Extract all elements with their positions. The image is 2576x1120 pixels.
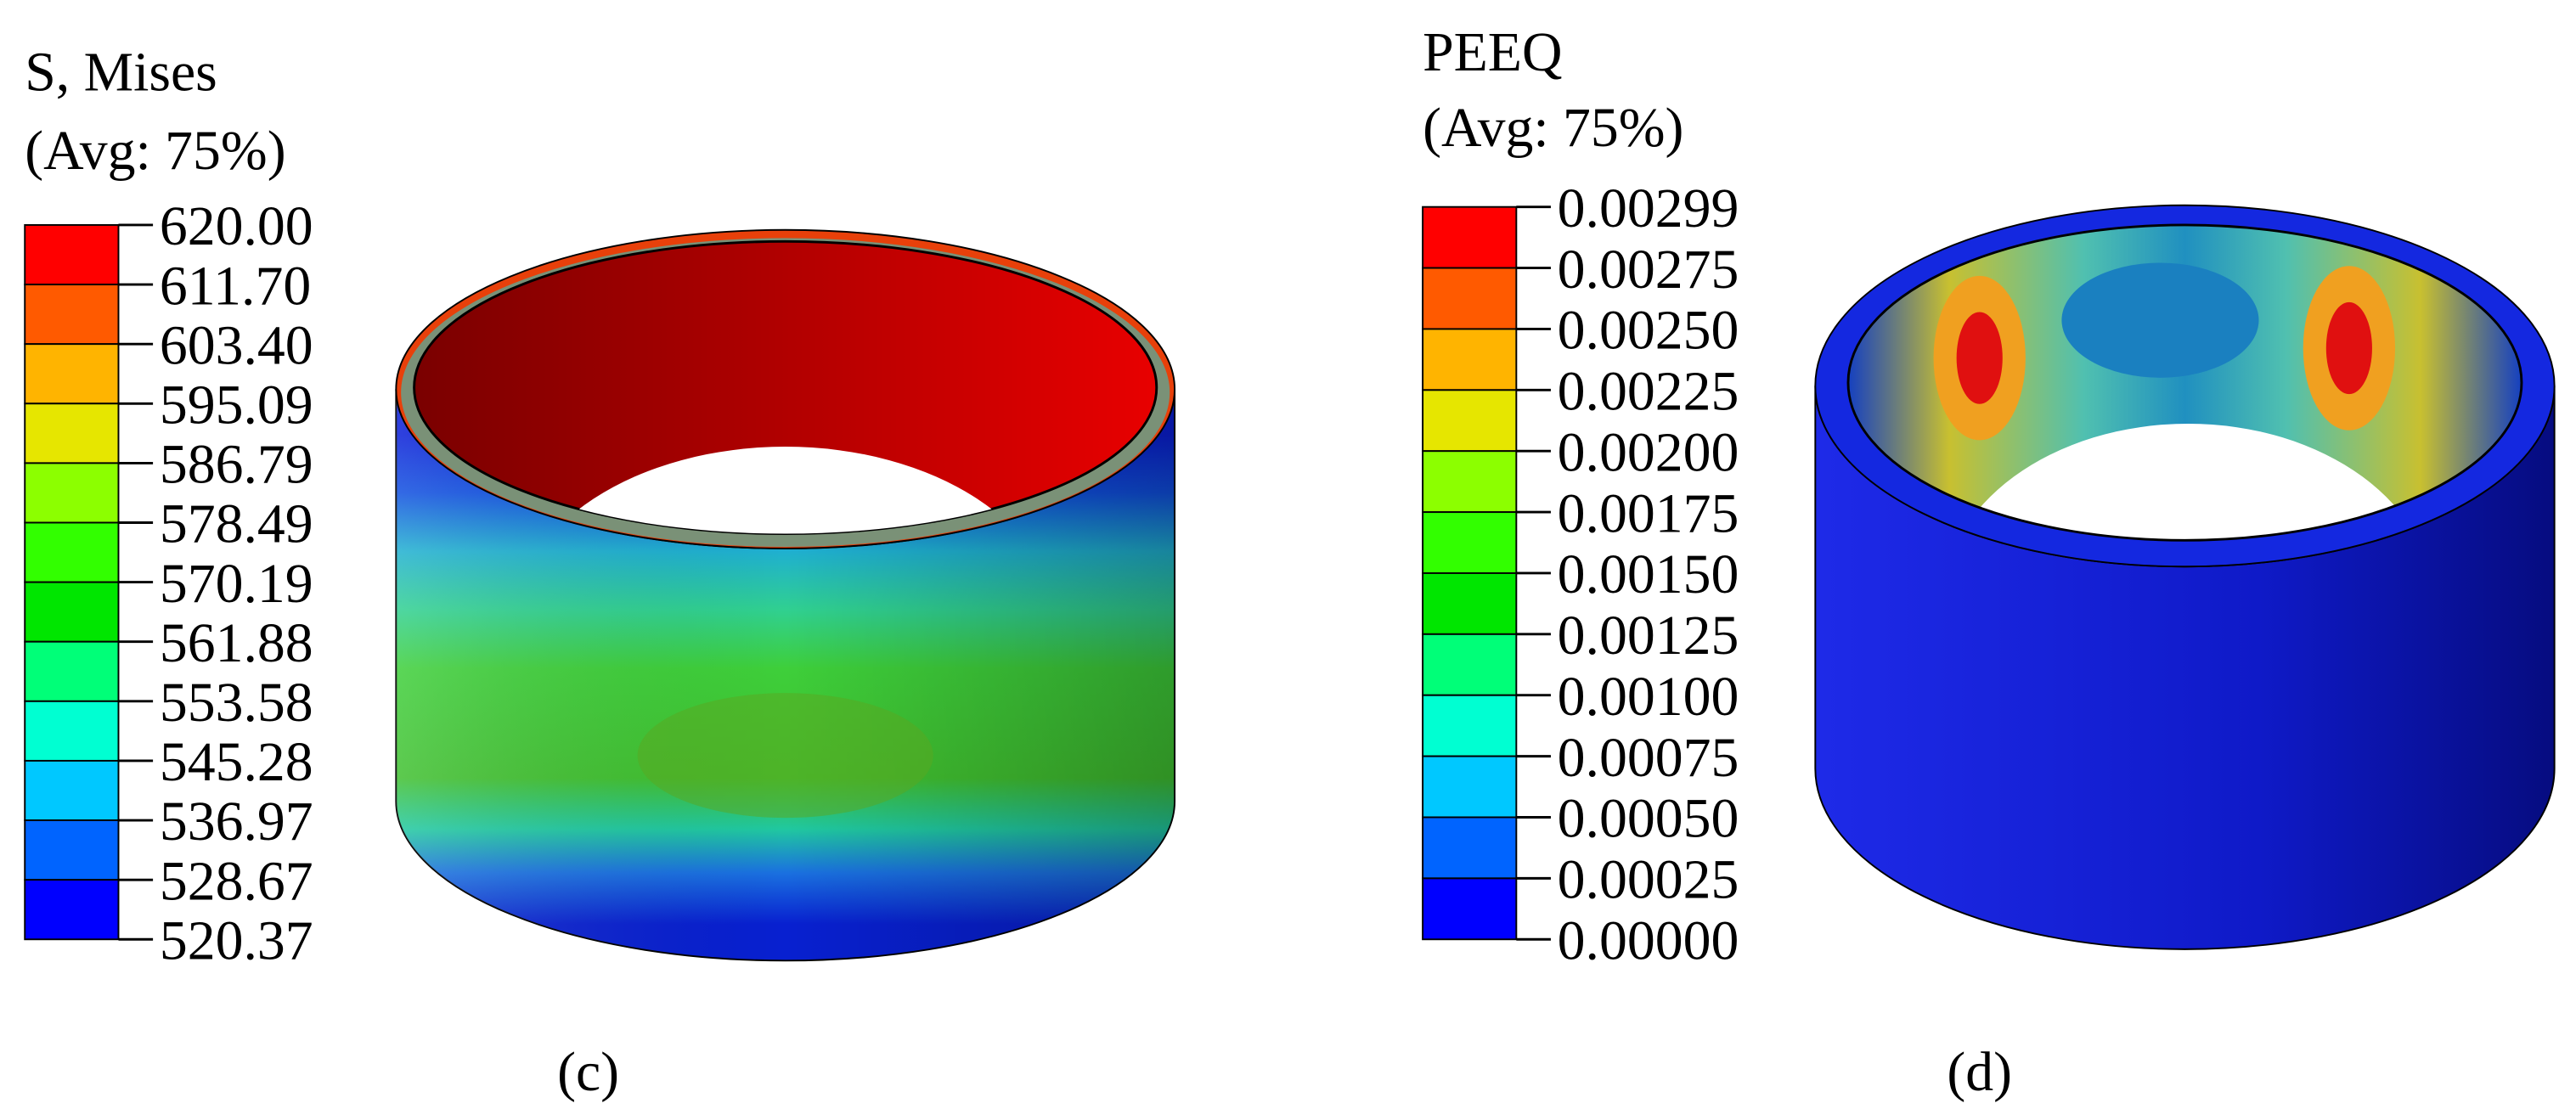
legend-label: 553.58 xyxy=(160,672,313,734)
cylinder-c xyxy=(395,228,1176,962)
legend-label: 0.00275 xyxy=(1558,239,1739,301)
legend-band xyxy=(1422,389,1518,453)
legend-label: 520.37 xyxy=(160,909,313,971)
legend-label: 578.49 xyxy=(160,493,313,555)
legend-band xyxy=(24,343,120,405)
legend-label: 0.00250 xyxy=(1558,300,1739,362)
legend-label: 0.00000 xyxy=(1558,909,1739,971)
legend-band xyxy=(24,223,120,286)
legend-label: 0.00125 xyxy=(1558,605,1739,667)
legend-band xyxy=(1422,511,1518,574)
legend-label: 0.00050 xyxy=(1558,788,1739,850)
legend-band xyxy=(24,402,120,464)
legend-band xyxy=(1422,633,1518,696)
legend-label: 0.00200 xyxy=(1558,421,1739,483)
legend-band xyxy=(24,640,120,702)
legend-title: PEEQ xyxy=(1423,21,1562,83)
legend-label: 0.00150 xyxy=(1558,543,1739,605)
legend-band xyxy=(24,462,120,524)
legend-band xyxy=(1422,450,1518,514)
legend-band xyxy=(24,819,120,881)
legend-band xyxy=(1422,572,1518,635)
legend-label: 603.40 xyxy=(160,314,313,376)
legend-label: 570.19 xyxy=(160,553,313,615)
legend-label: 561.88 xyxy=(160,612,313,674)
legend-label: 0.00175 xyxy=(1558,482,1739,544)
legend-band xyxy=(24,700,120,762)
legend-label: 545.28 xyxy=(160,731,313,793)
legend-band xyxy=(1422,877,1518,941)
legend-label: 0.00100 xyxy=(1558,666,1739,728)
legend-label: 620.00 xyxy=(160,195,313,257)
legend-subtitle: (Avg: 75%) xyxy=(25,120,285,182)
legend-band xyxy=(1422,755,1518,819)
legend-band xyxy=(1422,694,1518,757)
legend-subtitle: (Avg: 75%) xyxy=(1423,97,1683,159)
legend-title: S, Mises xyxy=(25,41,217,103)
panel-label: (d) xyxy=(1947,1041,2012,1103)
legend-label: 0.00225 xyxy=(1558,361,1739,423)
legend-label: 0.00075 xyxy=(1558,727,1739,789)
cylinder-d xyxy=(1814,204,2556,950)
legend-label: 611.70 xyxy=(160,255,311,317)
legend-band xyxy=(1422,816,1518,880)
legend-band xyxy=(1422,328,1518,391)
legend-band xyxy=(24,521,120,583)
legend-label: 528.67 xyxy=(160,850,313,912)
legend-band xyxy=(24,879,120,941)
legend-label: 586.79 xyxy=(160,434,313,496)
legend-band xyxy=(1422,267,1518,330)
legend-label: 595.09 xyxy=(160,374,313,436)
legend-label: 0.00025 xyxy=(1558,849,1739,911)
legend-band xyxy=(1422,205,1518,269)
legend-band xyxy=(24,581,120,643)
legend-label: 0.00299 xyxy=(1558,177,1739,239)
panel-label: (c) xyxy=(557,1041,619,1103)
legend-band xyxy=(24,284,120,346)
legend-label: 536.97 xyxy=(160,791,313,853)
legend-band xyxy=(24,759,120,822)
